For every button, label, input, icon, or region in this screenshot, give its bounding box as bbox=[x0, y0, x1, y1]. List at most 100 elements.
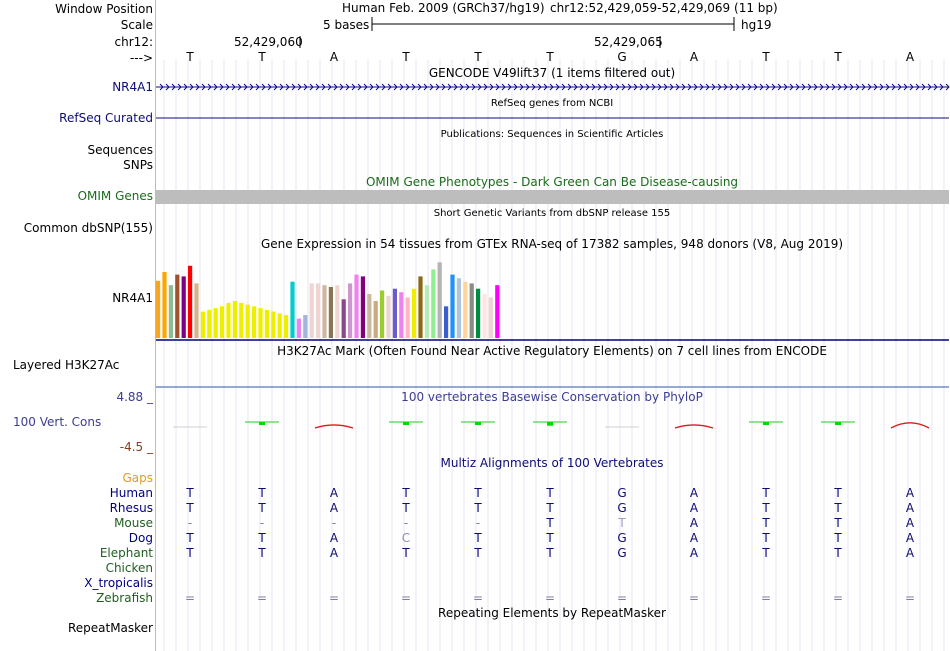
alignment-base: T bbox=[762, 486, 770, 500]
alignment-base: T bbox=[258, 531, 266, 545]
alignment-base: T bbox=[186, 486, 194, 500]
alignment-base: T bbox=[258, 501, 266, 515]
alignment-base: A bbox=[689, 486, 699, 500]
species-label: Human bbox=[109, 486, 153, 500]
label-repeatmasker[interactable]: RepeatMasker bbox=[67, 621, 153, 635]
species-label: Zebrafish bbox=[96, 591, 153, 605]
alignment-base: - bbox=[475, 516, 481, 530]
ruler-base: T bbox=[258, 50, 266, 64]
gtex-bar bbox=[303, 315, 308, 338]
label-dbsnp[interactable]: Common dbSNP(155) bbox=[23, 221, 153, 235]
species-label: Elephant bbox=[99, 546, 153, 560]
gtex-bar bbox=[252, 306, 257, 338]
gtex-bar bbox=[168, 285, 173, 338]
ruler-base: G bbox=[617, 50, 627, 64]
ruler-base: A bbox=[905, 50, 915, 64]
label-phylop[interactable]: 100 Vert. Cons bbox=[13, 415, 102, 429]
alignment-base: = bbox=[904, 591, 916, 605]
alignment-base: A bbox=[905, 486, 915, 500]
alignment-base: T bbox=[618, 516, 626, 530]
label-refseq[interactable]: RefSeq Curated bbox=[59, 111, 153, 125]
alignment-base: A bbox=[329, 501, 339, 515]
track-title-phylop[interactable]: 100 vertebrates Basewise Conservation by… bbox=[401, 390, 703, 404]
gtex-bar bbox=[348, 283, 353, 338]
gtex-bar bbox=[373, 301, 378, 338]
gtex-bar bbox=[437, 262, 442, 338]
phylop-positive-bar bbox=[475, 422, 481, 425]
alignment-base: = bbox=[400, 591, 412, 605]
label-gencode-gene[interactable]: NR4A1 bbox=[112, 80, 153, 94]
phylop-negative-curve bbox=[314, 424, 354, 429]
gtex-bar bbox=[181, 276, 186, 338]
gtex-bar bbox=[207, 309, 212, 338]
alignment-base: T bbox=[762, 531, 770, 545]
gtex-bar bbox=[367, 294, 372, 338]
alignment-base: - bbox=[403, 516, 409, 530]
species-label: Chicken bbox=[105, 561, 153, 575]
alignment-base: A bbox=[329, 546, 339, 560]
gtex-bar bbox=[200, 311, 205, 338]
phylop-positive-bar bbox=[763, 422, 769, 425]
alignment-base: T bbox=[546, 501, 554, 515]
alignment-base: A bbox=[329, 531, 339, 545]
track-title-gtex[interactable]: Gene Expression in 54 tissues from GTEx … bbox=[260, 237, 844, 251]
scale-text: 5 bases bbox=[323, 18, 370, 32]
phylop-positive-bar bbox=[403, 422, 409, 425]
alignment-base: T bbox=[762, 516, 770, 530]
gtex-bar bbox=[392, 288, 397, 338]
species-label: Dog bbox=[128, 531, 153, 545]
alignment-base: T bbox=[474, 486, 482, 500]
alignment-base: - bbox=[187, 516, 193, 530]
label-gtex-gene[interactable]: NR4A1 bbox=[112, 291, 153, 305]
gtex-bar bbox=[213, 308, 218, 338]
window-position-value: chr12:52,429,059-52,429,069 (11 bp) bbox=[550, 1, 778, 15]
alignment-base: T bbox=[474, 531, 482, 545]
alignment-base: T bbox=[186, 546, 194, 560]
track-title-refseq[interactable]: RefSeq genes from NCBI bbox=[490, 98, 614, 109]
alignment-base: T bbox=[546, 531, 554, 545]
track-title-dbsnp[interactable]: Short Genetic Variants from dbSNP releas… bbox=[433, 208, 671, 219]
gtex-bar bbox=[495, 285, 500, 338]
gtex-bar bbox=[232, 301, 237, 338]
phylop-negative-curve bbox=[674, 424, 714, 429]
gtex-bar bbox=[469, 283, 474, 338]
ruler-base: T bbox=[474, 50, 482, 64]
alignment-base: T bbox=[546, 546, 554, 560]
alignment-base: T bbox=[474, 501, 482, 515]
alignment-base: A bbox=[905, 516, 915, 530]
track-title-publications[interactable]: Publications: Sequences in Scientific Ar… bbox=[440, 129, 664, 140]
gtex-bar bbox=[488, 297, 493, 338]
gtex-bar bbox=[290, 281, 295, 338]
gtex-bar bbox=[194, 283, 199, 338]
gtex-bar bbox=[354, 274, 359, 338]
gtex-bar bbox=[386, 295, 391, 338]
alignment-base: G bbox=[617, 546, 627, 560]
alignment-base: G bbox=[617, 531, 627, 545]
alignment-base: T bbox=[258, 486, 266, 500]
gtex-bar bbox=[482, 294, 487, 338]
track-title-repeatmasker[interactable]: Repeating Elements by RepeatMasker bbox=[438, 606, 666, 620]
alignment-base: A bbox=[689, 516, 699, 530]
label-sequences[interactable]: Sequences bbox=[87, 143, 153, 157]
gtex-bar bbox=[424, 285, 429, 338]
alignment-base: T bbox=[834, 516, 842, 530]
alignment-base: T bbox=[474, 546, 482, 560]
alignment-base: T bbox=[402, 501, 410, 515]
label-arrow: ---> bbox=[129, 51, 153, 65]
label-h3k27[interactable]: Layered H3K27Ac bbox=[13, 358, 120, 372]
track-title-multiz[interactable]: Multiz Alignments of 100 Vertebrates bbox=[440, 456, 664, 470]
alignment-base: T bbox=[258, 546, 266, 560]
gtex-bar bbox=[239, 302, 244, 338]
label-snps[interactable]: SNPs bbox=[123, 158, 153, 172]
track-title-gencode[interactable]: GENCODE V49lift37 (1 items filtered out) bbox=[428, 66, 676, 80]
track-title-omim[interactable]: OMIM Gene Phenotypes - Dark Green Can Be… bbox=[365, 175, 739, 189]
track-title-h3k27[interactable]: H3K27Ac Mark (Often Found Near Active Re… bbox=[277, 344, 827, 358]
phylop-positive-bar bbox=[259, 422, 265, 425]
gtex-bar bbox=[258, 308, 263, 338]
gtex-bar bbox=[264, 309, 269, 338]
gtex-bar bbox=[328, 287, 333, 338]
label-omim[interactable]: OMIM Genes bbox=[77, 189, 153, 203]
gtex-bar bbox=[162, 272, 167, 338]
